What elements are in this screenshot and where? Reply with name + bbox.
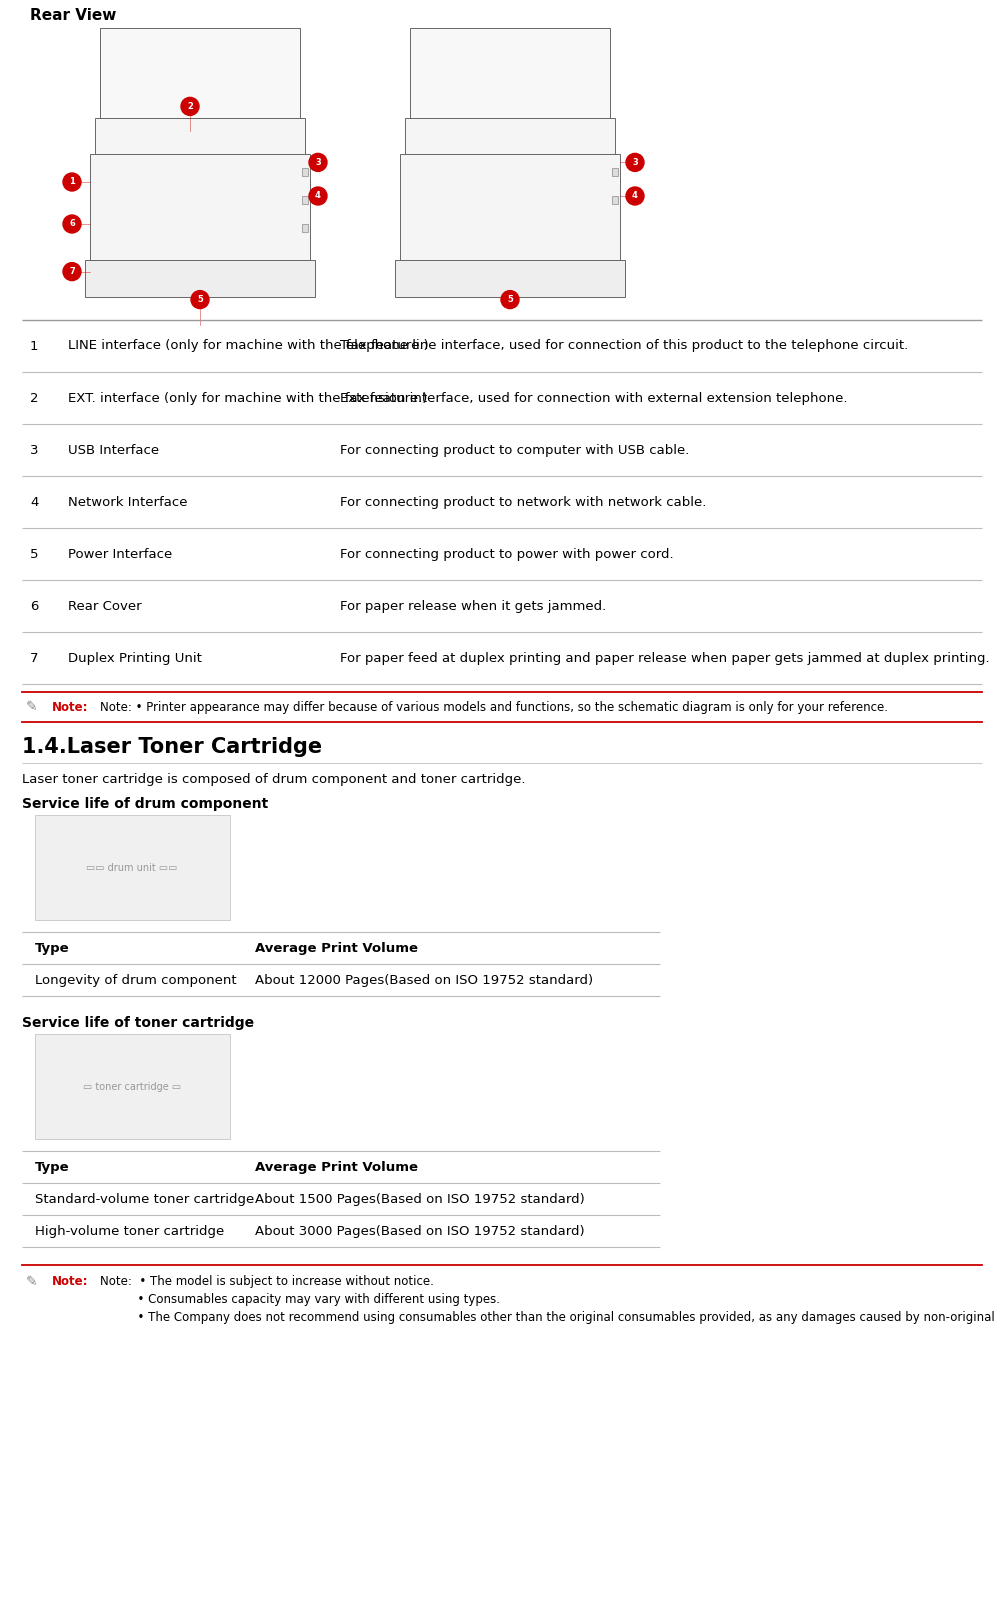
- Text: Type: Type: [35, 1161, 69, 1174]
- Text: Note:: Note:: [52, 701, 88, 714]
- Text: Rear View: Rear View: [30, 8, 116, 23]
- Text: Standard-volume toner cartridge: Standard-volume toner cartridge: [35, 1193, 254, 1206]
- Text: Longevity of drum component: Longevity of drum component: [35, 973, 237, 986]
- Text: For connecting product to network with network cable.: For connecting product to network with n…: [340, 495, 706, 508]
- Text: 5: 5: [197, 295, 203, 304]
- Bar: [404, 118, 615, 154]
- Circle shape: [191, 290, 209, 309]
- Text: Laser toner cartridge is composed of drum component and toner cartridge.: Laser toner cartridge is composed of dru…: [22, 772, 525, 785]
- Text: For paper release when it gets jammed.: For paper release when it gets jammed.: [340, 599, 606, 612]
- Circle shape: [626, 188, 643, 206]
- Circle shape: [500, 290, 519, 309]
- Text: 1: 1: [30, 340, 38, 353]
- Text: Rear Cover: Rear Cover: [68, 599, 141, 612]
- Bar: [95, 118, 305, 154]
- Bar: [612, 196, 618, 204]
- Text: Telephone line interface, used for connection of this product to the telephone c: Telephone line interface, used for conne…: [340, 340, 908, 353]
- Text: Average Print Volume: Average Print Volume: [255, 942, 417, 955]
- Text: 7: 7: [30, 651, 38, 664]
- Bar: [409, 28, 610, 118]
- Text: High-volume toner cartridge: High-volume toner cartridge: [35, 1224, 224, 1237]
- Text: 6: 6: [69, 220, 75, 228]
- Bar: [302, 223, 308, 232]
- Text: Type: Type: [35, 942, 69, 955]
- Text: Note:: Note:: [52, 1276, 88, 1289]
- Text: For connecting product to computer with USB cable.: For connecting product to computer with …: [340, 444, 689, 457]
- Text: 2: 2: [187, 102, 193, 110]
- Text: 4: 4: [632, 191, 637, 201]
- Text: Extension interface, used for connection with external extension telephone.: Extension interface, used for connection…: [340, 392, 847, 405]
- Text: EXT. interface (only for machine with the fax feature.): EXT. interface (only for machine with th…: [68, 392, 427, 405]
- Text: 3: 3: [632, 159, 637, 167]
- Text: ✎: ✎: [26, 1276, 37, 1289]
- Circle shape: [309, 188, 327, 206]
- Circle shape: [63, 262, 81, 280]
- Bar: [85, 261, 315, 296]
- Text: 5: 5: [30, 547, 38, 560]
- Text: ✎: ✎: [26, 699, 37, 714]
- Text: For paper feed at duplex printing and paper release when paper gets jammed at du: For paper feed at duplex printing and pa…: [340, 651, 989, 664]
- Circle shape: [181, 97, 199, 115]
- Text: 3: 3: [315, 159, 321, 167]
- Bar: [399, 154, 620, 261]
- Circle shape: [63, 173, 81, 191]
- Text: About 12000 Pages(Based on ISO 19752 standard): About 12000 Pages(Based on ISO 19752 sta…: [255, 973, 593, 986]
- Circle shape: [626, 154, 643, 172]
- Text: Power Interface: Power Interface: [68, 547, 173, 560]
- Text: Average Print Volume: Average Print Volume: [255, 1161, 417, 1174]
- Text: Duplex Printing Unit: Duplex Printing Unit: [68, 651, 202, 664]
- Text: 6: 6: [30, 599, 38, 612]
- Text: ▭ toner cartridge ▭: ▭ toner cartridge ▭: [83, 1081, 181, 1091]
- Text: 7: 7: [69, 267, 75, 277]
- Text: About 1500 Pages(Based on ISO 19752 standard): About 1500 Pages(Based on ISO 19752 stan…: [255, 1193, 584, 1206]
- Text: 1.4.Laser Toner Cartridge: 1.4.Laser Toner Cartridge: [22, 737, 322, 758]
- Circle shape: [63, 215, 81, 233]
- Text: 4: 4: [315, 191, 321, 201]
- Bar: [35, 1035, 230, 1140]
- Bar: [302, 196, 308, 204]
- Text: Service life of drum component: Service life of drum component: [22, 797, 268, 811]
- Text: 1: 1: [69, 178, 75, 186]
- Text: Service life of toner cartridge: Service life of toner cartridge: [22, 1017, 254, 1030]
- Text: USB Interface: USB Interface: [68, 444, 158, 457]
- Text: ▭▭ drum unit ▭▭: ▭▭ drum unit ▭▭: [86, 863, 178, 873]
- Bar: [612, 168, 618, 176]
- Text: Note:  • The model is subject to increase without notice.: Note: • The model is subject to increase…: [100, 1276, 433, 1289]
- Text: 3: 3: [30, 444, 38, 457]
- Text: LINE interface (only for machine with the fax feature.): LINE interface (only for machine with th…: [68, 340, 428, 353]
- Text: 2: 2: [30, 392, 38, 405]
- Bar: [100, 28, 300, 118]
- Bar: [302, 168, 308, 176]
- Bar: [394, 261, 625, 296]
- Text: For connecting product to power with power cord.: For connecting product to power with pow…: [340, 547, 673, 560]
- Text: 5: 5: [507, 295, 513, 304]
- Text: Note: • Printer appearance may differ because of various models and functions, s: Note: • Printer appearance may differ be…: [100, 701, 887, 714]
- Text: Network Interface: Network Interface: [68, 495, 188, 508]
- Text: About 3000 Pages(Based on ISO 19752 standard): About 3000 Pages(Based on ISO 19752 stan…: [255, 1224, 584, 1237]
- Bar: [35, 814, 230, 920]
- Text: • Consumables capacity may vary with different using types.: • Consumables capacity may vary with dif…: [100, 1294, 499, 1307]
- Circle shape: [309, 154, 327, 172]
- Text: • The Company does not recommend using consumables other than the original consu: • The Company does not recommend using c…: [100, 1311, 994, 1324]
- Bar: [90, 154, 310, 261]
- Text: 4: 4: [30, 495, 38, 508]
